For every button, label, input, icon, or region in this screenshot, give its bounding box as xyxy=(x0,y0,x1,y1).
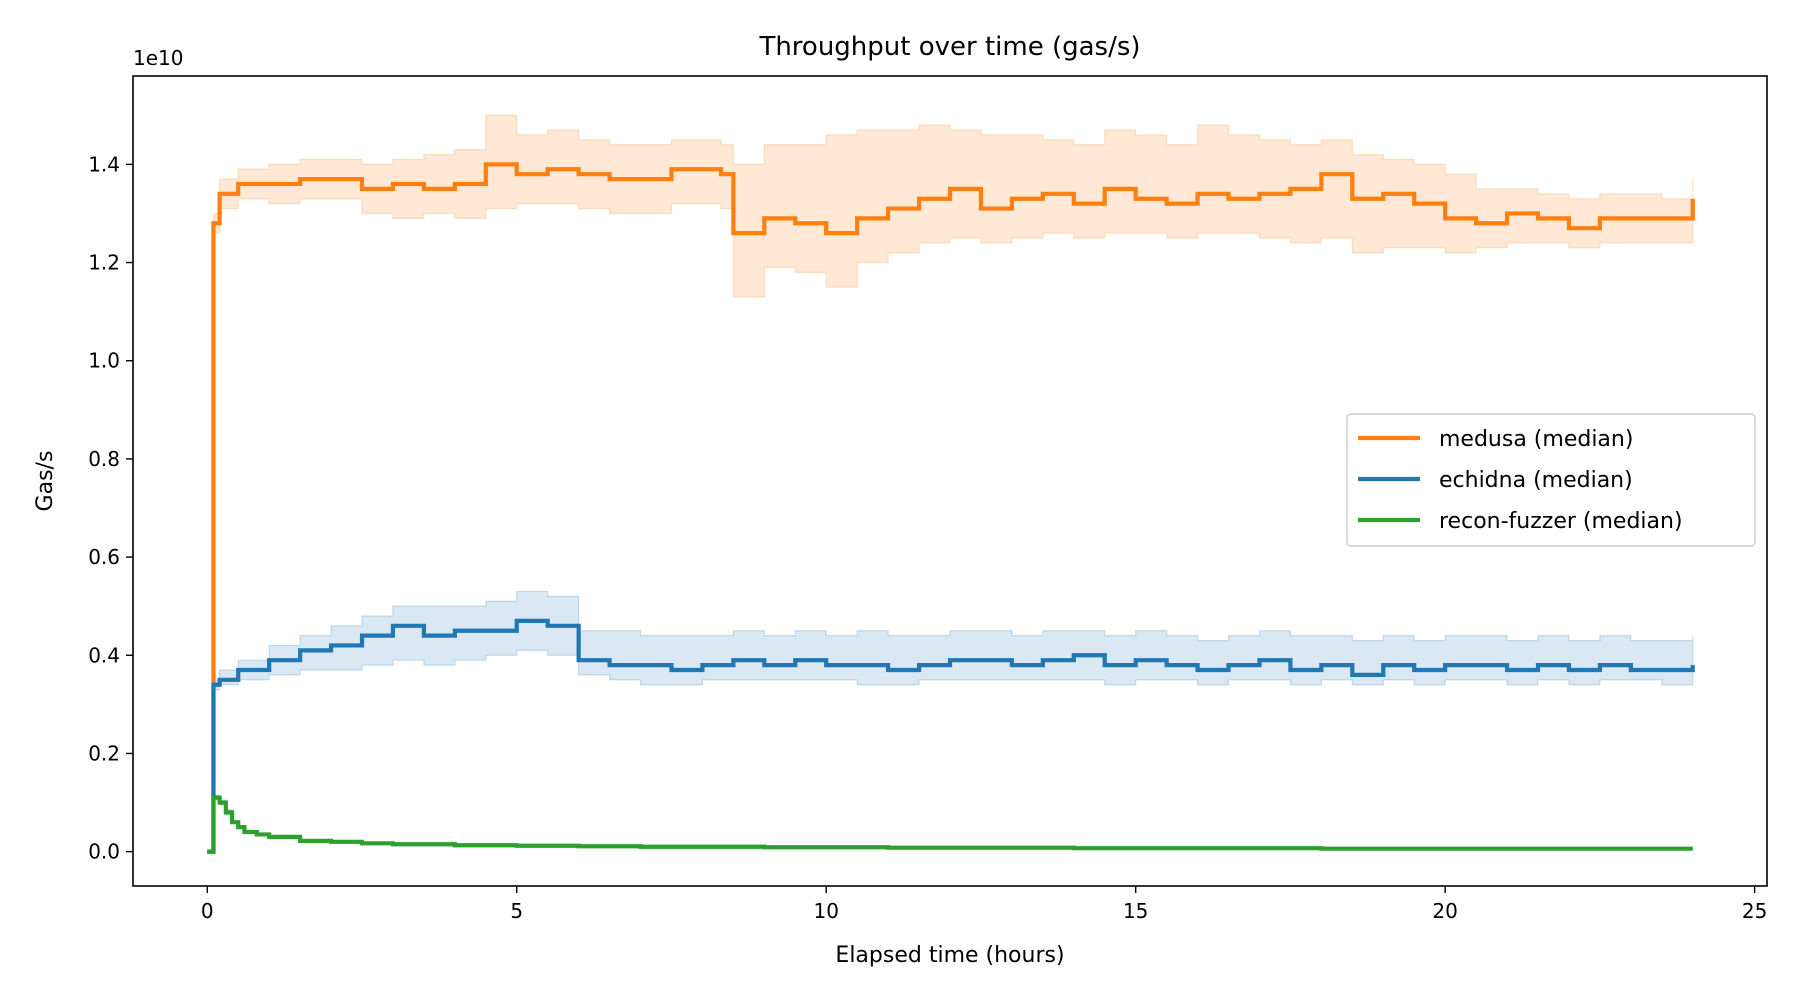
y-axis-ticks: 0.0 0.2 0.4 0.6 0.8 1.0 1.2 1.4 xyxy=(88,152,133,864)
band-medusa xyxy=(207,114,1694,853)
y-tick-label: 1.0 xyxy=(88,349,120,373)
x-axis-title: Elapsed time (hours) xyxy=(835,943,1064,968)
chart-title: Throughput over time (gas/s) xyxy=(758,32,1140,62)
legend: medusa (median) echidna (median) recon-fuz… xyxy=(1346,413,1756,547)
y-tick-label: 0.4 xyxy=(88,643,120,667)
y-tick-label: 0.2 xyxy=(88,741,120,765)
y-tick-label: 0.0 xyxy=(88,840,120,864)
legend-label-medusa: medusa (median) xyxy=(1439,427,1633,452)
series-line-echidna xyxy=(207,618,1695,854)
x-tick-label: 5 xyxy=(510,899,523,923)
x-tick-label: 15 xyxy=(1123,899,1148,923)
y-tick-label: 1.2 xyxy=(88,251,120,275)
x-tick-label: 20 xyxy=(1432,899,1457,923)
y-tick-label: 0.8 xyxy=(88,447,120,471)
x-tick-label: 25 xyxy=(1742,899,1767,923)
y-offset-label: 1e10 xyxy=(133,46,183,70)
x-tick-label: 0 xyxy=(201,899,214,923)
y-axis-title: Gas/s xyxy=(33,451,58,512)
series-line-recon-fuzzer xyxy=(207,795,1693,854)
median-lines xyxy=(207,162,1695,854)
band-echidna xyxy=(207,590,1694,853)
plot-frame xyxy=(132,75,1768,887)
y-tick-label: 0.6 xyxy=(88,545,120,569)
legend-label-recon-fuzzer: recon-fuzzer (median) xyxy=(1439,509,1683,534)
x-tick-label: 10 xyxy=(813,899,838,923)
legend-box xyxy=(1346,413,1756,547)
legend-label-echidna: echidna (median) xyxy=(1439,468,1633,493)
series-line-medusa xyxy=(207,162,1695,854)
y-tick-label: 1.4 xyxy=(88,152,120,176)
x-axis-ticks: 0 5 10 15 20 25 xyxy=(201,886,1767,923)
